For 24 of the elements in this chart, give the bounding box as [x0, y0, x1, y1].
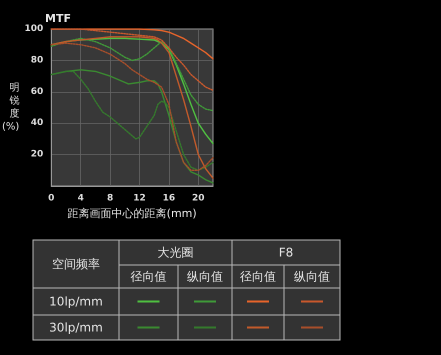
x-tick-label: 4 [78, 194, 84, 204]
x-tick-label: 8 [106, 194, 114, 204]
text: 30lp/mm [49, 320, 103, 334]
x-tick-label: 0 [48, 194, 54, 204]
y-tick-label: 100 [24, 24, 44, 34]
y-tick-label: 60 [30, 86, 44, 97]
text: 纵向值 [187, 270, 223, 284]
y-axis-title: 明锐度(%) [2, 82, 20, 132]
text: F8 [278, 246, 294, 260]
text: 纵向值 [294, 270, 330, 284]
x-tick-label: 12 [133, 194, 146, 204]
text: 大光圈 [158, 246, 194, 260]
x-tick-label: 20 [192, 194, 205, 204]
text: 径向值 [130, 270, 166, 284]
x-tick-label: 16 [162, 194, 176, 204]
chart-title: MTF [45, 12, 71, 25]
text: 空间频率 [52, 257, 100, 271]
text: 径向值 [240, 270, 276, 284]
x-axis-title: 距离画面中心的距离(mm) [68, 207, 197, 220]
text: 10lp/mm [49, 294, 103, 308]
y-tick-label: 20 [30, 150, 44, 160]
y-tick-label: 80 [30, 55, 44, 66]
line-series [50, 38, 214, 112]
y-tick-label: 40 [30, 118, 44, 128]
